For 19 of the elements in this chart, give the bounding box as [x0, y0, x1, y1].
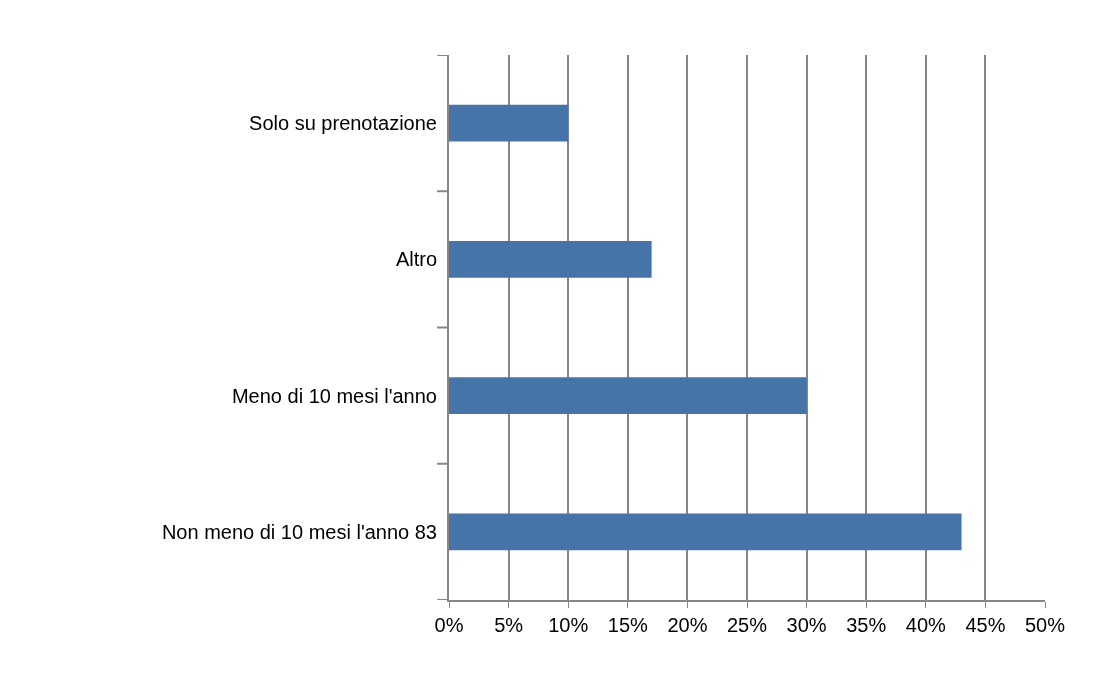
x-tick-label: 25%	[726, 614, 768, 636]
bar	[449, 240, 652, 278]
bar	[449, 104, 569, 142]
y-tick-label: Non meno di 10 mesi l'anno 83	[161, 520, 437, 543]
x-tick-label: 50%	[1024, 614, 1066, 636]
y-tick-label: Solo su prenotazione	[249, 112, 437, 135]
x-tick-label: 45%	[965, 614, 1006, 636]
x-tick-label: 40%	[905, 614, 947, 636]
x-tick-label: 15%	[607, 614, 649, 636]
bar	[449, 513, 962, 551]
y-tick-label: Altro	[395, 248, 437, 271]
y-tick-label: Meno di 10 mesi l'anno	[231, 384, 437, 407]
x-tick-label: 5%	[494, 614, 524, 636]
x-tick-label: 10%	[548, 614, 589, 636]
x-tick-label: 30%	[786, 614, 827, 636]
x-tick-label: 0%	[434, 614, 464, 636]
x-tick-label: 35%	[846, 614, 887, 636]
bar	[449, 377, 807, 415]
x-tick-label: 20%	[667, 614, 708, 636]
